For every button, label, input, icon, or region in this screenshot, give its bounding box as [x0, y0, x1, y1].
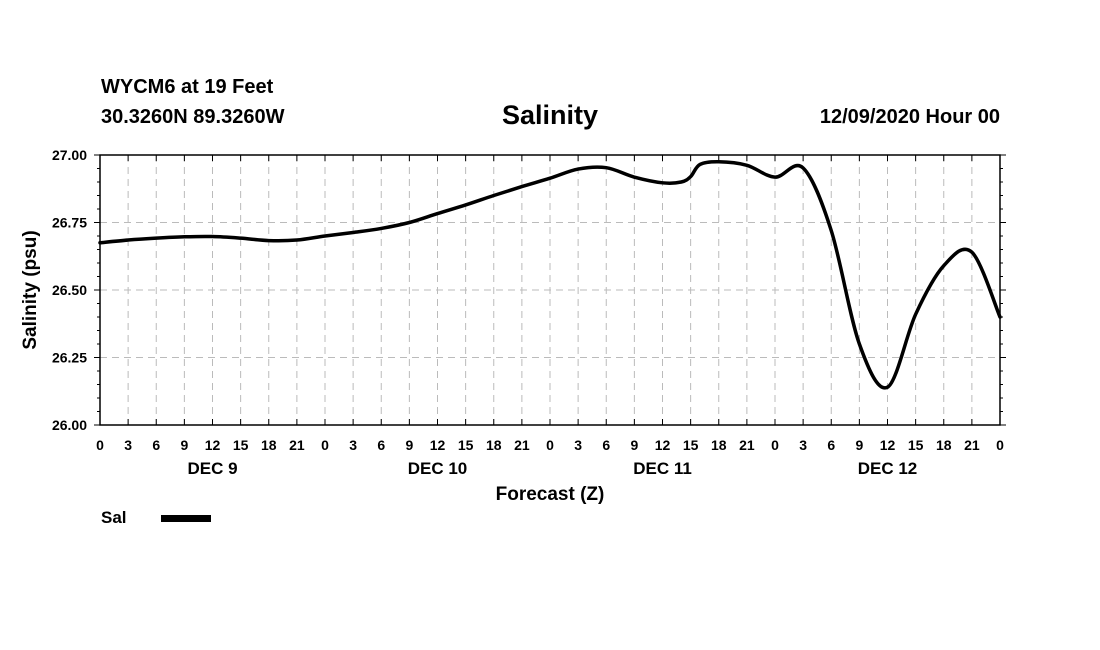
day-label: DEC 10	[408, 459, 468, 478]
x-tick-label: 3	[574, 437, 582, 453]
axis-ticks	[94, 154, 1006, 426]
x-tick-label: 9	[630, 437, 638, 453]
x-tick-label: 9	[180, 437, 188, 453]
series-line-sal	[98, 159, 1002, 390]
x-tick-label: 15	[458, 437, 474, 453]
x-tick-label: 6	[827, 437, 835, 453]
x-tick-label: 3	[124, 437, 132, 453]
day-label: DEC 11	[633, 459, 692, 478]
day-labels: DEC 9 DEC 10 DEC 11 DEC 12	[187, 459, 917, 478]
legend-swatch-sal	[161, 514, 211, 522]
x-tick-label: 9	[855, 437, 863, 453]
x-tick-label: 0	[96, 437, 104, 453]
x-tick-label: 15	[233, 437, 249, 453]
y-tick-label: 26.25	[52, 350, 87, 366]
x-tick-label: 12	[655, 437, 671, 453]
y-tick-label: 26.75	[52, 215, 87, 231]
x-tick-label: 6	[602, 437, 610, 453]
x-tick-label: 0	[321, 437, 329, 453]
x-tick-label: 12	[880, 437, 896, 453]
y-tick-label: 26.00	[52, 417, 87, 433]
x-tick-label: 6	[377, 437, 385, 453]
x-tick-label: 21	[514, 437, 530, 453]
day-label: DEC 12	[858, 459, 918, 478]
x-tick-label: 6	[152, 437, 160, 453]
y-axis-label: Salinity (psu)	[20, 230, 41, 349]
x-tick-label: 0	[771, 437, 779, 453]
x-tick-label: 3	[349, 437, 357, 453]
grid	[100, 155, 1000, 425]
x-tick-label: 9	[405, 437, 413, 453]
x-tick-label: 3	[799, 437, 807, 453]
x-axis-label: Forecast (Z)	[496, 484, 605, 505]
legend: Sal	[101, 508, 211, 528]
station-name: WYCM6 at 19 Feet	[101, 76, 274, 98]
day-label: DEC 9	[187, 459, 237, 478]
x-tick-label: 15	[908, 437, 924, 453]
x-tick-label: 12	[430, 437, 446, 453]
x-tick-label: 0	[546, 437, 554, 453]
y-axis-tick-labels: 26.00 26.25 26.50 26.75 27.00	[52, 147, 87, 433]
x-tick-label: 15	[683, 437, 699, 453]
chart-title: Salinity	[501, 100, 599, 130]
forecast-issue-time: 12/09/2020 Hour 00	[819, 106, 1000, 128]
x-tick-label: 0	[996, 437, 1004, 453]
x-tick-label: 21	[289, 437, 305, 453]
y-tick-label: 27.00	[52, 147, 87, 163]
legend-label-sal: Sal	[101, 508, 127, 527]
x-tick-label: 18	[936, 437, 952, 453]
x-tick-label: 18	[711, 437, 727, 453]
x-tick-label: 21	[964, 437, 980, 453]
x-tick-label: 18	[486, 437, 502, 453]
x-tick-label: 21	[739, 437, 755, 453]
x-tick-label: 18	[261, 437, 277, 453]
x-tick-label: 12	[205, 437, 221, 453]
station-coordinates: 30.3260N 89.3260W	[101, 106, 285, 128]
x-axis-tick-labels: 0 3 6 9 12 15 18 21 0 3 6 9 12 15 18 21 0 3 6 9 12 15 18 21 0 3 6 9…	[96, 437, 1004, 453]
y-tick-label: 26.50	[52, 282, 87, 298]
